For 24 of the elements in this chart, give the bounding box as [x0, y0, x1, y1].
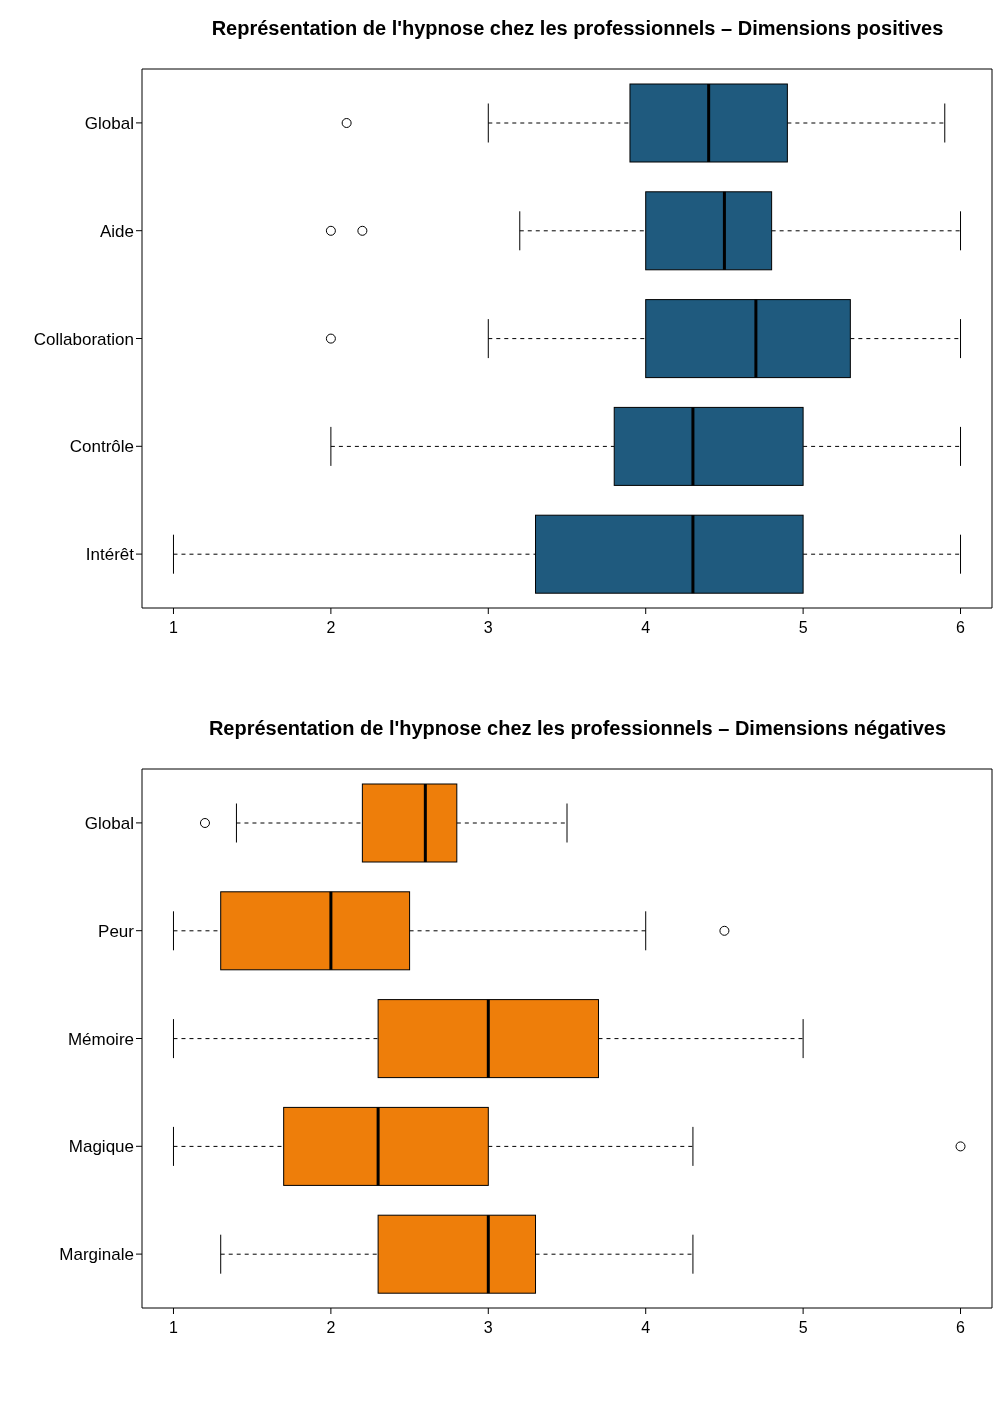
chart-title: Représentation de l'hypnose chez les professionnels – Dimensions négatives: [207, 716, 948, 741]
x-tick-label: 1: [169, 619, 179, 637]
y-tick-label: Aide: [99, 221, 134, 241]
x-tick-label: 3: [483, 1319, 493, 1337]
x-tick-label: 1: [169, 1319, 179, 1337]
y-tick-label: Global: [84, 813, 134, 833]
x-tick-label: 6: [956, 619, 966, 637]
x-tick-label: 4: [641, 1319, 651, 1337]
x-tick-label: 3: [483, 619, 493, 637]
x-tick-label: 5: [798, 1319, 808, 1337]
x-tick-label: 6: [956, 1319, 966, 1337]
y-tick-label: Magique: [68, 1137, 134, 1157]
y-tick-label: Global: [84, 113, 134, 133]
y-tick-label: Mémoire: [67, 1029, 134, 1049]
x-tick-label: 5: [798, 619, 808, 637]
y-tick-label: Intérêt: [85, 545, 135, 565]
y-tick-label: Contrôle: [69, 437, 134, 457]
chart-title: Représentation de l'hypnose chez les professionnels – Dimensions positives: [210, 16, 945, 41]
y-tick-label: Marginale: [59, 1245, 134, 1265]
y-tick-label: Peur: [98, 921, 135, 941]
x-tick-label: 4: [641, 619, 651, 637]
x-tick-label: 2: [326, 1319, 336, 1337]
y-tick-label: Collaboration: [33, 329, 134, 349]
x-tick-label: 2: [326, 619, 336, 637]
